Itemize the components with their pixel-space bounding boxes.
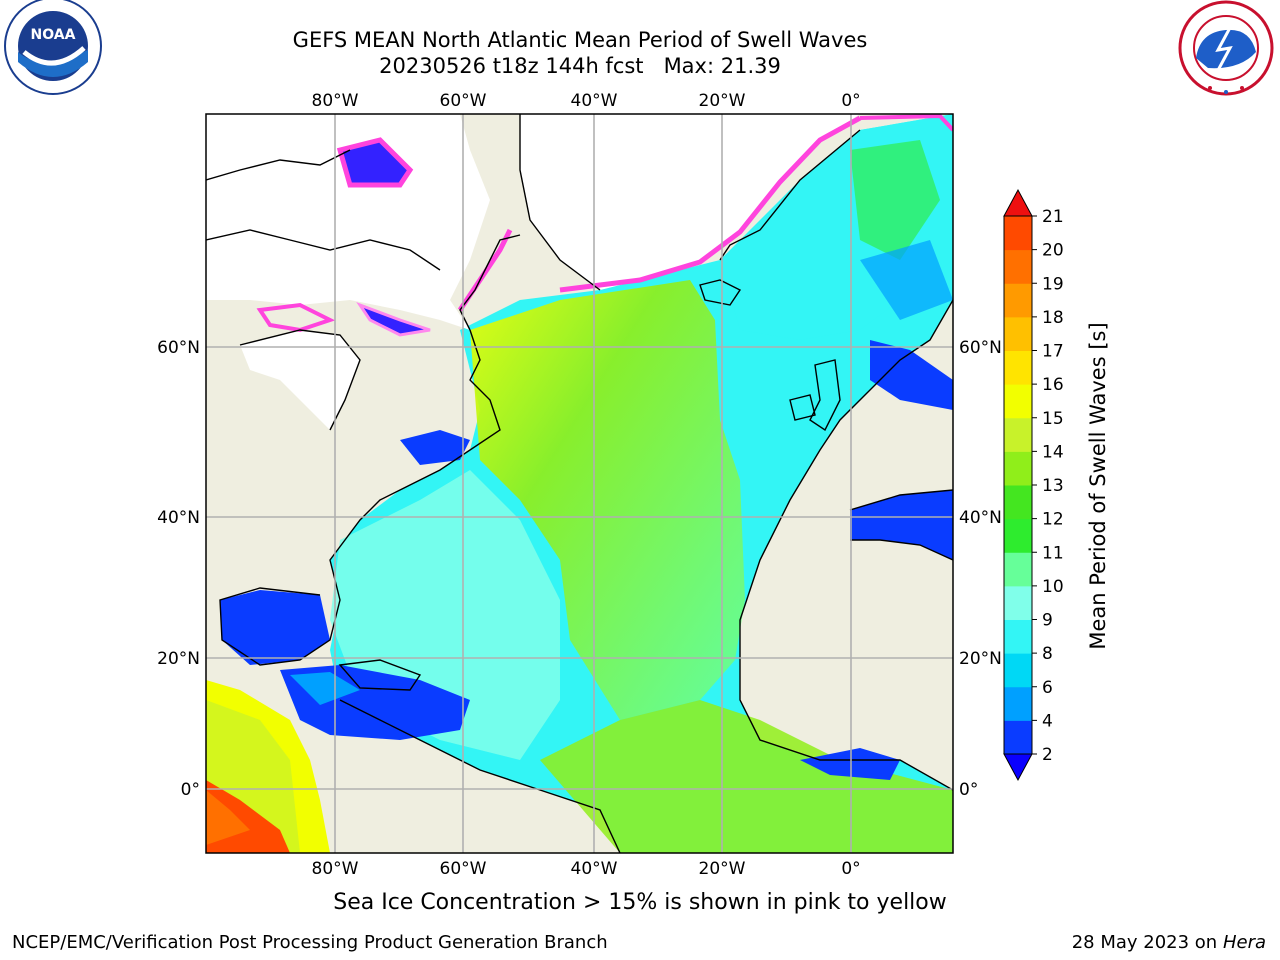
colorbar-tick-label: 21 — [1042, 207, 1064, 227]
map-panel — [206, 114, 953, 853]
colorbar-segment — [1004, 249, 1032, 284]
footer-host: Hera — [1222, 932, 1266, 953]
colorbar-tick-label: 15 — [1042, 409, 1064, 429]
chart-title: GEFS MEAN North Atlantic Mean Period of … — [292, 28, 868, 52]
gulf-of-mexico — [220, 590, 330, 665]
colorbar-segment — [1004, 384, 1032, 419]
greenland-ice — [520, 114, 860, 290]
footer-credit: NCEP/EMC/Verification Post Processing Pr… — [12, 932, 608, 953]
lon-label-bottom: 40°W — [571, 859, 618, 879]
lat-label-right: 20°N — [959, 649, 1002, 669]
lon-label-bottom: 60°W — [440, 859, 487, 879]
colorbar-tick-label: 14 — [1042, 442, 1064, 462]
colorbar-segment — [1004, 451, 1032, 486]
colorbar-segment — [1004, 686, 1032, 721]
colorbar-tick-label: 12 — [1042, 510, 1064, 530]
colorbar-tick-label: 8 — [1042, 644, 1053, 664]
gulf-of-guinea — [800, 748, 900, 780]
colorbar-segment — [1004, 417, 1032, 452]
colorbar-under-arrow — [1003, 753, 1033, 782]
lat-label-left: 0° — [181, 780, 200, 800]
colorbar-segment — [1004, 585, 1032, 620]
colorbar-tick-label: 6 — [1042, 678, 1053, 698]
colorbar-segment — [1004, 216, 1032, 251]
ice-edge-labrador — [457, 228, 513, 312]
colorbar-segment — [1004, 518, 1032, 553]
colorbar-tick-label: 9 — [1042, 611, 1053, 631]
lon-label-bottom: 20°W — [699, 859, 746, 879]
north-sea — [870, 340, 953, 410]
colorbar-tick-label: 4 — [1042, 711, 1053, 731]
swell-south-band — [540, 700, 953, 853]
footer-date: 28 May 2023 on Hera — [1072, 932, 1266, 953]
colorbar-tick-label: 10 — [1042, 577, 1064, 597]
nws-logo — [1178, 0, 1274, 96]
colorbar-segment — [1004, 485, 1032, 520]
colorbar-tick-label: 11 — [1042, 543, 1064, 563]
lat-label-left: 40°N — [157, 508, 200, 528]
lat-label-left: 20°N — [157, 649, 200, 669]
map-caption: Sea Ice Concentration > 15% is shown in … — [333, 890, 947, 915]
lon-label-top: 20°W — [699, 91, 746, 111]
footer-date-text: 28 May 2023 on — [1071, 932, 1218, 953]
graticule — [206, 114, 953, 853]
lon-label-bottom: 0° — [841, 859, 860, 879]
colorbar-label: Mean Period of Swell Waves [s] — [1086, 322, 1110, 649]
colorbar-segment — [1004, 350, 1032, 385]
colorbar-tick-label: 13 — [1042, 476, 1064, 496]
colorbar-tick-label: 19 — [1042, 274, 1064, 294]
swell-core-region — [470, 280, 745, 720]
noaa-logo-text: NOAA — [31, 27, 76, 43]
colorbar-tick-label: 16 — [1042, 375, 1064, 395]
map-frame — [205, 113, 954, 854]
colorbar-segment — [1004, 619, 1032, 654]
lat-label-left: 60°N — [157, 338, 200, 358]
colorbar-segment — [1004, 552, 1032, 587]
colorbar-tick-label: 18 — [1042, 308, 1064, 328]
lat-label-right: 0° — [959, 780, 978, 800]
arctic-ice — [206, 114, 490, 330]
lat-label-right: 60°N — [959, 338, 1002, 358]
colorbar-over-arrow — [1003, 188, 1033, 217]
colorbar-segment — [1004, 653, 1032, 688]
mediterranean-sea — [850, 490, 953, 560]
lon-label-top: 80°W — [312, 91, 359, 111]
lon-label-top: 0° — [841, 91, 860, 111]
hudson-bay-ice — [240, 330, 360, 430]
lon-label-top: 40°W — [571, 91, 618, 111]
chart-subtitle: 20230526 t18z 144h fcst Max: 21.39 — [379, 54, 781, 78]
colorbar-tick-label: 17 — [1042, 342, 1064, 362]
colorbar-segment — [1004, 720, 1032, 755]
noaa-logo: NOAA — [4, 0, 102, 95]
colorbar-segment — [1004, 316, 1032, 351]
lon-label-bottom: 80°W — [312, 859, 359, 879]
colorbar-tick-label: 2 — [1042, 745, 1053, 765]
lat-label-right: 40°N — [959, 508, 1002, 528]
colorbar: 2 4 6 8 9 10 11 12 13 14 15 16 17 18 19 20 21 — [1003, 188, 1064, 782]
colorbar-tick-label: 20 — [1042, 241, 1064, 261]
ice-edge-greenland — [559, 115, 862, 293]
colorbar-segment — [1004, 283, 1032, 318]
lon-label-top: 60°W — [440, 91, 487, 111]
